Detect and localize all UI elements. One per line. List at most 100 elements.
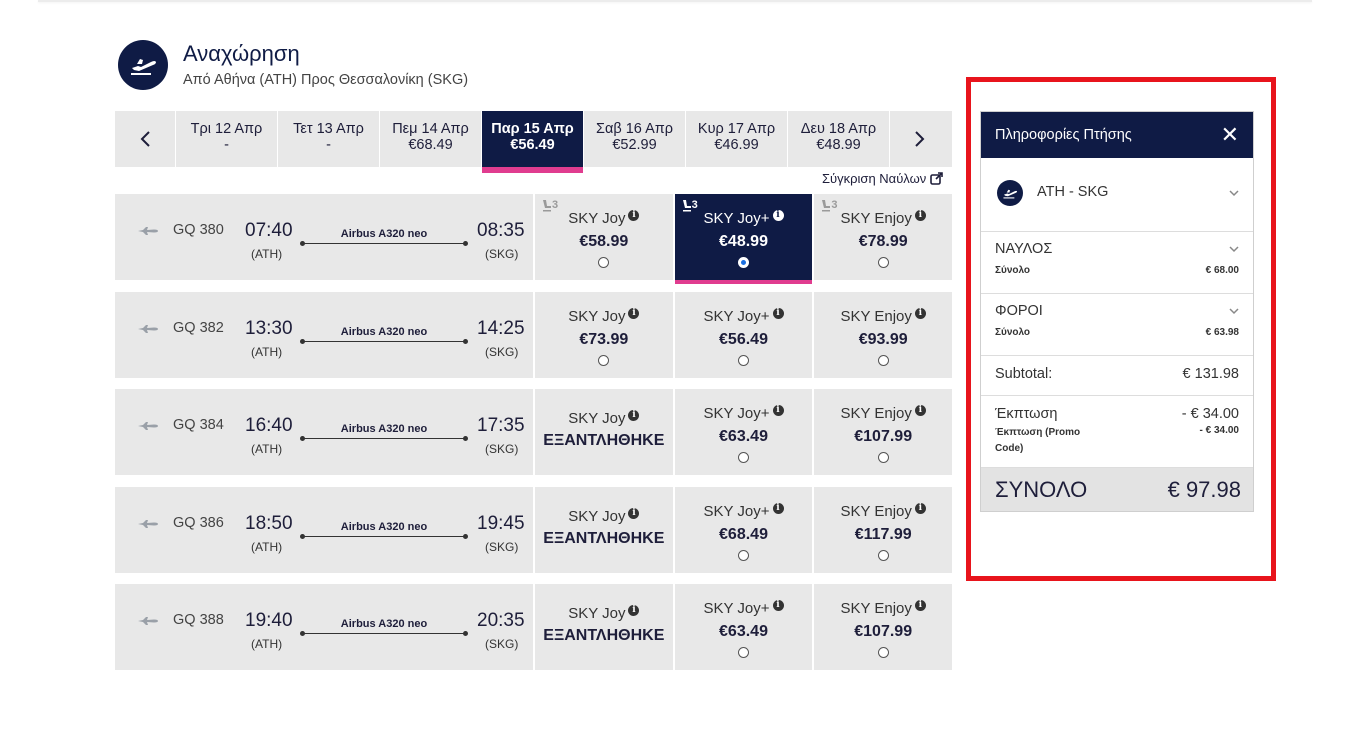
prev-dates-button[interactable] <box>115 111 175 167</box>
departure-time: 16:40 <box>245 415 293 436</box>
fare-name-row: SKY Joy i <box>535 410 673 427</box>
fare-name-row: SKY Enjoy i <box>814 308 952 325</box>
date-tab[interactable]: Τρι 12 Απρ - <box>175 111 277 167</box>
fare-price: €63.49 <box>719 428 768 445</box>
info-icon[interactable]: i <box>628 308 640 319</box>
promo-discount-label: Έκπτωση (Promo Code) <box>995 427 1081 454</box>
fare-name: SKY Enjoy <box>840 210 912 227</box>
aircraft-type: Airbus A320 neo <box>340 228 428 240</box>
flight-info: GQ 384 16:40 (ATH) Airbus A320 neo 17:35 (SKG… <box>115 389 533 475</box>
total-value: € 97.98 <box>1167 477 1241 502</box>
info-icon[interactable]: i <box>914 210 926 221</box>
fare-option-selected[interactable]: 3 SKY Joy+ i €48.99 <box>674 194 813 284</box>
info-icon[interactable]: i <box>914 405 926 416</box>
flight-number: GQ 388 <box>173 612 224 628</box>
date-tab[interactable]: Πεμ 14 Απρ €68.49 <box>379 111 481 167</box>
route-line <box>300 339 468 344</box>
fare-name-row: SKY Joy+ i <box>675 600 813 617</box>
fare-total-label: Σύνολο <box>995 265 1031 276</box>
close-icon[interactable]: ✕ <box>1220 122 1239 147</box>
aircraft-type: Airbus A320 neo <box>340 618 428 630</box>
fare-option[interactable]: 3 SKY Joy i €58.99 <box>535 194 673 280</box>
fare-option[interactable]: SKY Enjoy i €93.99 <box>814 292 953 378</box>
date-price: €56.49 <box>510 137 555 153</box>
fare-radio[interactable] <box>738 452 749 463</box>
arrival-time: 20:35 <box>477 610 525 631</box>
info-icon[interactable]: i <box>914 503 926 514</box>
fare-name: SKY Enjoy <box>840 405 912 422</box>
fare-radio[interactable] <box>877 550 889 561</box>
info-icon[interactable]: i <box>628 508 640 519</box>
flight-info: GQ 386 18:50 (ATH) Airbus A320 neo 19:45 (SKG… <box>115 487 533 573</box>
info-icon[interactable]: i <box>628 210 640 221</box>
fare-radio[interactable] <box>877 257 889 268</box>
flight-number: GQ 384 <box>173 417 224 433</box>
fare-price: €107.99 <box>854 623 913 640</box>
info-icon[interactable]: i <box>628 410 640 421</box>
seat-icon <box>681 199 692 215</box>
arrival-time: 17:35 <box>477 415 525 436</box>
date-tab[interactable]: Δευ 18 Απρ €48.99 <box>787 111 889 167</box>
panel-route-row[interactable]: ATH - SKG <box>981 158 1253 232</box>
fare-option[interactable]: SKY Joy i €73.99 <box>535 292 673 378</box>
fare-radio[interactable] <box>877 452 889 463</box>
date-tab[interactable]: Σαβ 16 Απρ €52.99 <box>583 111 685 167</box>
fare-radio[interactable] <box>738 355 749 366</box>
tax-section-title: ΦΟΡΟΙ <box>995 303 1043 319</box>
fare-option[interactable]: SKY Joy+ i €63.49 <box>674 584 813 670</box>
fare-radio[interactable] <box>598 355 610 366</box>
fare-name-row: SKY Enjoy i <box>814 210 952 227</box>
date-price: - <box>224 137 229 153</box>
seat-icon <box>820 199 831 215</box>
info-icon[interactable]: i <box>628 605 640 616</box>
fare-name: SKY Enjoy <box>840 503 912 520</box>
arrival-airport: (SKG) <box>485 247 519 261</box>
fare-option[interactable]: SKY Enjoy i €107.99 <box>814 389 953 475</box>
departure-airport: (ATH) <box>251 637 283 651</box>
fare-option[interactable]: SKY Joy+ i €68.49 <box>674 487 813 573</box>
chevron-down-icon[interactable] <box>1229 188 1239 198</box>
fare-name: SKY Joy+ <box>703 600 770 617</box>
seats-left-indicator: 3 <box>820 199 837 215</box>
chevron-down-icon[interactable] <box>1229 244 1239 254</box>
info-icon[interactable]: i <box>914 600 926 611</box>
info-icon[interactable]: i <box>914 308 926 319</box>
date-tab[interactable]: Τετ 13 Απρ - <box>277 111 379 167</box>
fare-name: SKY Joy+ <box>703 210 770 227</box>
fare-name: SKY Joy <box>568 210 626 227</box>
info-icon[interactable]: i <box>772 405 784 416</box>
fare-option[interactable]: 3 SKY Enjoy i €78.99 <box>814 194 953 280</box>
fare-option[interactable]: SKY Joy+ i €63.49 <box>674 389 813 475</box>
next-dates-button[interactable] <box>889 111 949 167</box>
fare-price: €56.49 <box>719 331 768 348</box>
departure-airport: (ATH) <box>251 442 283 456</box>
flight-row: GQ 384 16:40 (ATH) Airbus A320 neo 17:35 (SKG… <box>115 389 953 475</box>
fare-price: €58.99 <box>579 233 629 250</box>
flight-number: GQ 386 <box>173 515 224 531</box>
fare-radio[interactable] <box>877 647 889 658</box>
chevron-left-icon <box>140 131 150 147</box>
departure-airport: (ATH) <box>251 540 283 554</box>
info-icon[interactable]: i <box>772 308 784 319</box>
fare-option[interactable]: SKY Enjoy i €117.99 <box>814 487 953 573</box>
fare-radio[interactable] <box>738 550 749 561</box>
compare-fares-link[interactable]: Σύγκριση Ναύλων <box>822 171 944 186</box>
date-tab-active[interactable]: Παρ 15 Απρ €56.49 <box>481 111 583 173</box>
fare-radio[interactable] <box>738 257 749 268</box>
fare-option[interactable]: SKY Joy+ i €56.49 <box>674 292 813 378</box>
date-price: - <box>326 137 331 153</box>
info-icon[interactable]: i <box>772 210 784 221</box>
seats-left-indicator: 3 <box>681 199 698 215</box>
fare-radio[interactable] <box>738 647 749 658</box>
date-tab[interactable]: Κυρ 17 Απρ €46.99 <box>685 111 787 167</box>
fare-radio[interactable] <box>598 257 610 268</box>
panel-title: Πληροφορίες Πτήσης <box>995 127 1132 143</box>
fare-price: €93.99 <box>858 331 908 348</box>
info-icon[interactable]: i <box>772 600 784 611</box>
chevron-down-icon[interactable] <box>1229 306 1239 316</box>
info-icon[interactable]: i <box>772 503 784 514</box>
fare-option[interactable]: SKY Enjoy i €107.99 <box>814 584 953 670</box>
flight-info: GQ 382 13:30 (ATH) Airbus A320 neo 14:25 (SKG… <box>115 292 533 378</box>
fare-radio[interactable] <box>877 355 889 366</box>
fare-name: SKY Joy <box>568 605 626 622</box>
